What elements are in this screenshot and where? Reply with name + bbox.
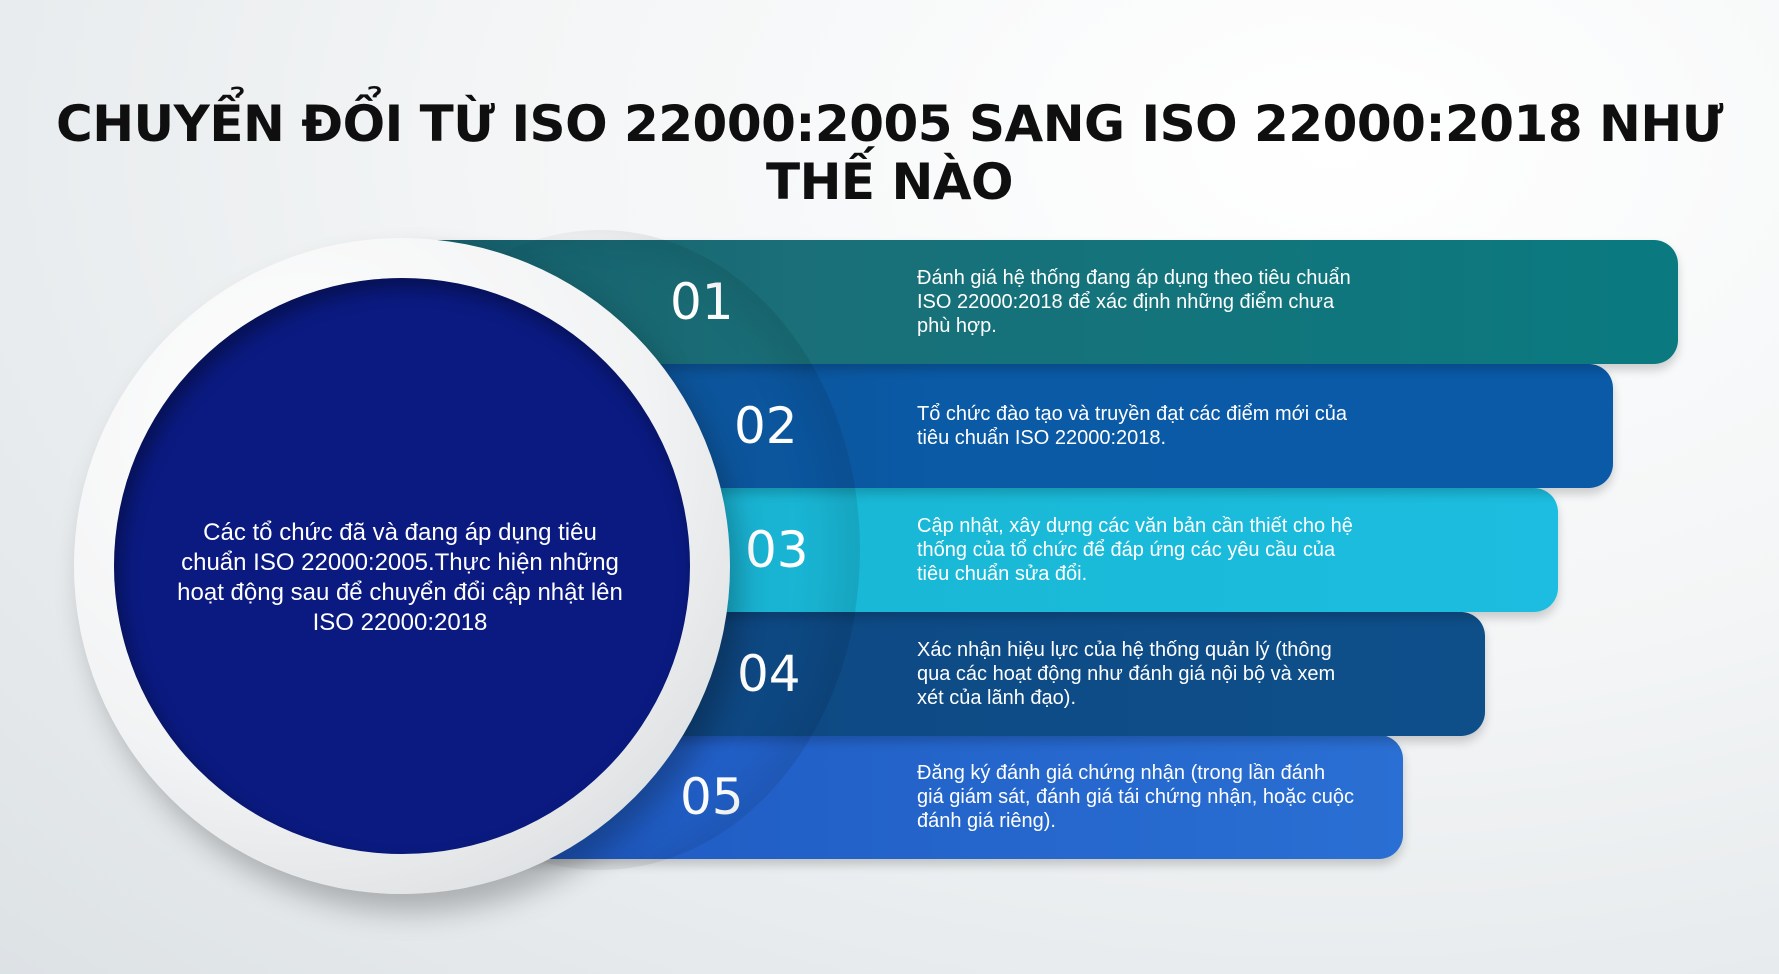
step-text: Đánh giá hệ thống đang áp dụng theo tiêu…: [917, 267, 1351, 337]
center-circle: [114, 278, 690, 854]
center-text: Các tổ chức đã và đang áp dụng tiêu chuẩ…: [177, 519, 623, 636]
step-number: 01: [670, 273, 734, 331]
step-text: Tổ chức đào tạo và truyền đạt các điểm m…: [917, 403, 1348, 449]
page-title: CHUYỂN ĐỔI TỪ ISO 22000:2005 SANG ISO 22…: [56, 95, 1724, 211]
step-text: Cập nhật, xây dựng các văn bản cần thiết…: [917, 515, 1353, 585]
step-number: 02: [734, 397, 798, 455]
step-text: Xác nhận hiệu lực của hệ thống quản lý (…: [917, 639, 1336, 709]
step-number: 03: [745, 521, 809, 579]
step-number: 04: [737, 645, 801, 703]
step-number: 05: [680, 768, 744, 826]
step-text: Đăng ký đánh giá chứng nhận (trong lần đ…: [917, 762, 1355, 832]
